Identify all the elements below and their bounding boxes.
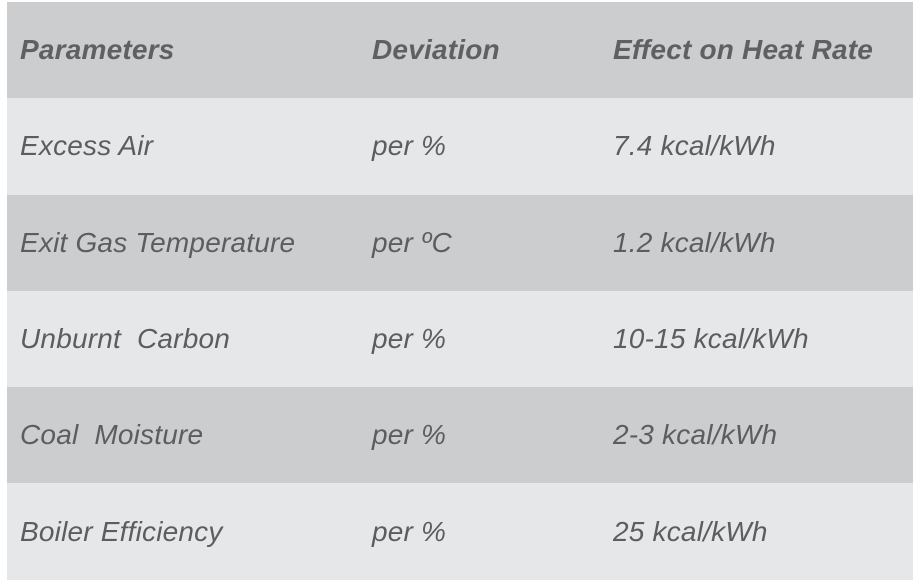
effect-cell: 10-15 kcal/kWh [613,323,809,355]
deviation-cell: per ºC [372,226,452,258]
table-row: Exit Gas Temperature per ºC 1.2 kcal/kWh [7,194,913,291]
deviation-cell: per % [372,323,447,355]
parameter-cell: Boiler Efficiency [20,515,223,547]
table-row: Excess Air per % 7.4 kcal/kWh [7,98,913,195]
table-row: Unburnt Carbon per % 10-15 kcal/kWh [7,290,913,388]
effect-cell: 1.2 kcal/kWh [613,226,776,258]
table-header-row: Parameters Deviation Effect on Heat Rate [7,2,913,99]
effect-cell: 25 kcal/kWh [613,515,768,547]
header-parameters: Parameters [20,34,175,66]
table-row: Coal Moisture per % 2-3 kcal/kWh [7,387,913,484]
table-row: Boiler Efficiency per % 25 kcal/kWh [7,483,913,580]
effect-cell: 2-3 kcal/kWh [613,419,778,451]
parameter-cell: Excess Air [20,130,154,162]
effect-cell: 7.4 kcal/kWh [613,130,776,162]
deviation-cell: per % [372,130,447,162]
header-effect-on-heat-rate: Effect on Heat Rate [613,34,874,66]
parameter-cell: Unburnt Carbon [20,323,231,355]
deviation-cell: per % [372,515,447,547]
parameter-cell: Coal Moisture [20,419,204,451]
deviation-cell: per % [372,419,447,451]
heat-rate-table: Parameters Deviation Effect on Heat Rate… [7,2,913,580]
header-deviation: Deviation [372,34,500,66]
parameter-cell: Exit Gas Temperature [20,226,296,258]
